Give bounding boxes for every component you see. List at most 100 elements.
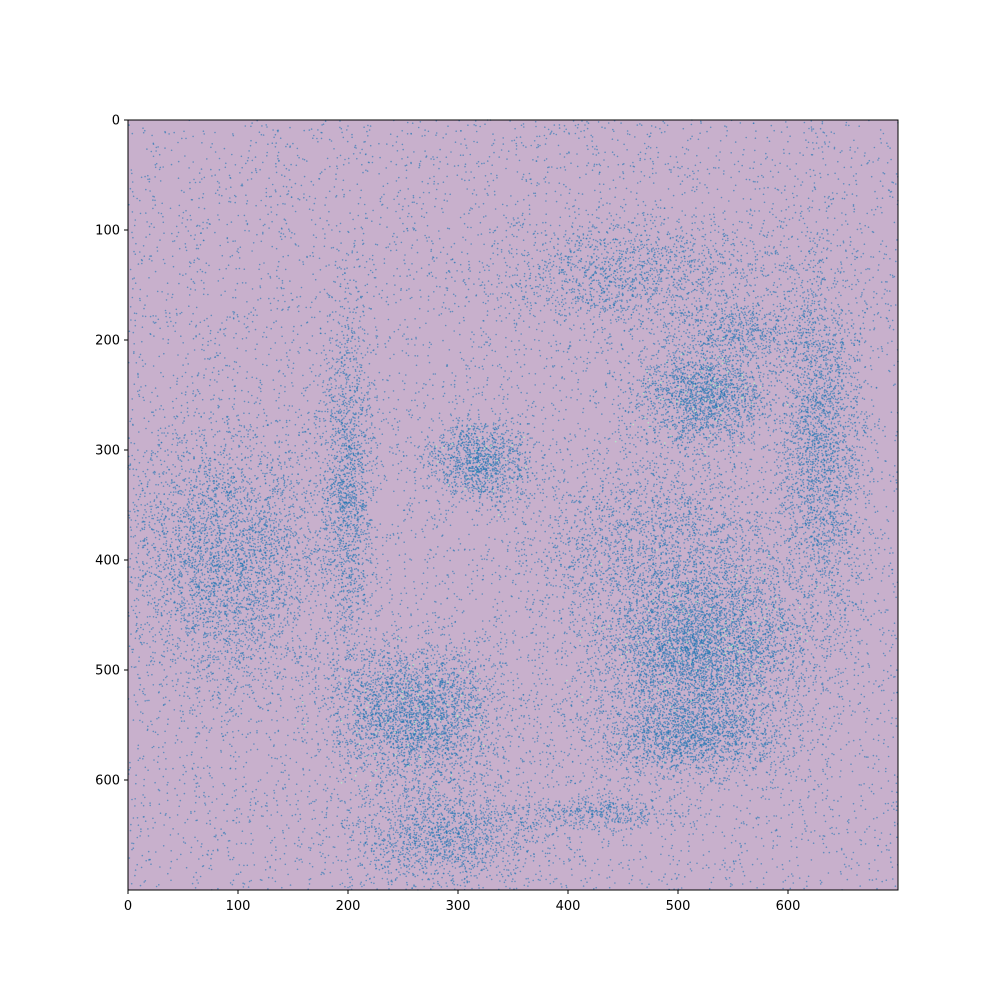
data-point bbox=[427, 394, 429, 396]
data-point bbox=[881, 348, 883, 350]
data-point bbox=[545, 856, 547, 858]
data-point bbox=[702, 289, 704, 291]
data-point bbox=[339, 300, 341, 302]
data-point bbox=[845, 214, 847, 216]
data-point bbox=[877, 159, 879, 161]
data-point bbox=[528, 423, 530, 425]
data-point bbox=[601, 413, 603, 415]
data-point bbox=[181, 392, 183, 394]
data-point bbox=[646, 886, 648, 888]
data-point bbox=[560, 194, 562, 196]
data-point bbox=[335, 178, 337, 180]
data-point bbox=[850, 636, 852, 638]
data-point bbox=[243, 693, 245, 695]
data-point bbox=[346, 320, 348, 322]
data-point bbox=[463, 317, 465, 319]
data-point bbox=[368, 749, 370, 751]
data-point bbox=[589, 641, 591, 643]
data-point bbox=[318, 844, 320, 846]
data-point bbox=[844, 191, 846, 193]
data-point bbox=[868, 710, 870, 712]
data-point bbox=[135, 253, 137, 255]
data-point bbox=[558, 813, 560, 815]
data-point bbox=[619, 468, 621, 470]
data-point bbox=[277, 155, 279, 157]
data-point bbox=[738, 854, 740, 856]
data-point bbox=[490, 293, 492, 295]
data-point bbox=[344, 697, 346, 699]
data-point bbox=[265, 857, 267, 859]
data-point bbox=[412, 122, 414, 124]
data-point bbox=[313, 810, 315, 812]
data-point bbox=[756, 576, 758, 578]
data-point bbox=[323, 420, 325, 422]
data-point bbox=[446, 863, 448, 865]
data-point bbox=[245, 629, 247, 631]
data-point bbox=[558, 350, 560, 352]
data-point bbox=[428, 299, 430, 301]
data-point bbox=[630, 191, 632, 193]
data-point bbox=[131, 553, 133, 555]
data-point bbox=[603, 184, 605, 186]
data-point bbox=[503, 848, 505, 850]
data-point bbox=[447, 289, 449, 291]
data-point bbox=[829, 852, 831, 854]
data-point bbox=[366, 261, 368, 263]
data-point bbox=[417, 609, 419, 611]
data-point bbox=[415, 392, 417, 394]
data-point bbox=[591, 781, 593, 783]
data-point bbox=[228, 458, 230, 460]
data-point bbox=[793, 559, 795, 561]
data-point bbox=[619, 613, 621, 615]
data-point bbox=[570, 611, 572, 613]
data-point bbox=[602, 204, 604, 206]
data-point bbox=[665, 246, 667, 248]
data-point bbox=[326, 431, 328, 433]
data-point bbox=[219, 186, 221, 188]
data-point bbox=[640, 573, 642, 575]
data-point bbox=[602, 761, 604, 763]
data-point bbox=[421, 135, 423, 137]
data-point bbox=[338, 250, 340, 252]
data-point bbox=[590, 230, 592, 232]
data-point bbox=[409, 860, 411, 862]
data-point bbox=[242, 830, 244, 832]
data-point bbox=[832, 809, 834, 811]
data-point bbox=[282, 688, 284, 690]
data-point bbox=[278, 397, 280, 399]
data-point bbox=[247, 448, 249, 450]
data-point bbox=[751, 434, 753, 436]
data-point bbox=[494, 191, 496, 193]
data-point bbox=[622, 696, 624, 698]
data-point bbox=[275, 191, 277, 193]
data-point bbox=[210, 169, 212, 171]
data-point bbox=[574, 557, 576, 559]
data-point bbox=[527, 231, 529, 233]
data-point bbox=[643, 465, 645, 467]
data-point bbox=[254, 668, 256, 670]
data-point bbox=[575, 303, 577, 305]
data-point bbox=[152, 657, 154, 659]
data-point bbox=[570, 440, 572, 442]
data-point bbox=[804, 677, 806, 679]
data-point bbox=[892, 878, 894, 880]
data-point bbox=[802, 181, 804, 183]
data-point bbox=[620, 374, 622, 376]
data-point bbox=[660, 684, 662, 686]
data-point bbox=[454, 280, 456, 282]
data-point bbox=[522, 517, 524, 519]
data-point bbox=[439, 413, 441, 415]
data-point bbox=[546, 766, 548, 768]
data-point bbox=[810, 340, 812, 342]
data-point bbox=[870, 365, 872, 367]
data-point bbox=[521, 179, 523, 181]
data-point bbox=[588, 428, 590, 430]
data-point bbox=[369, 129, 371, 131]
data-point bbox=[891, 723, 893, 725]
data-point bbox=[188, 415, 190, 417]
data-point bbox=[132, 211, 134, 213]
data-point bbox=[262, 625, 264, 627]
data-point bbox=[596, 687, 598, 689]
data-point bbox=[802, 814, 804, 816]
data-point bbox=[855, 472, 857, 474]
